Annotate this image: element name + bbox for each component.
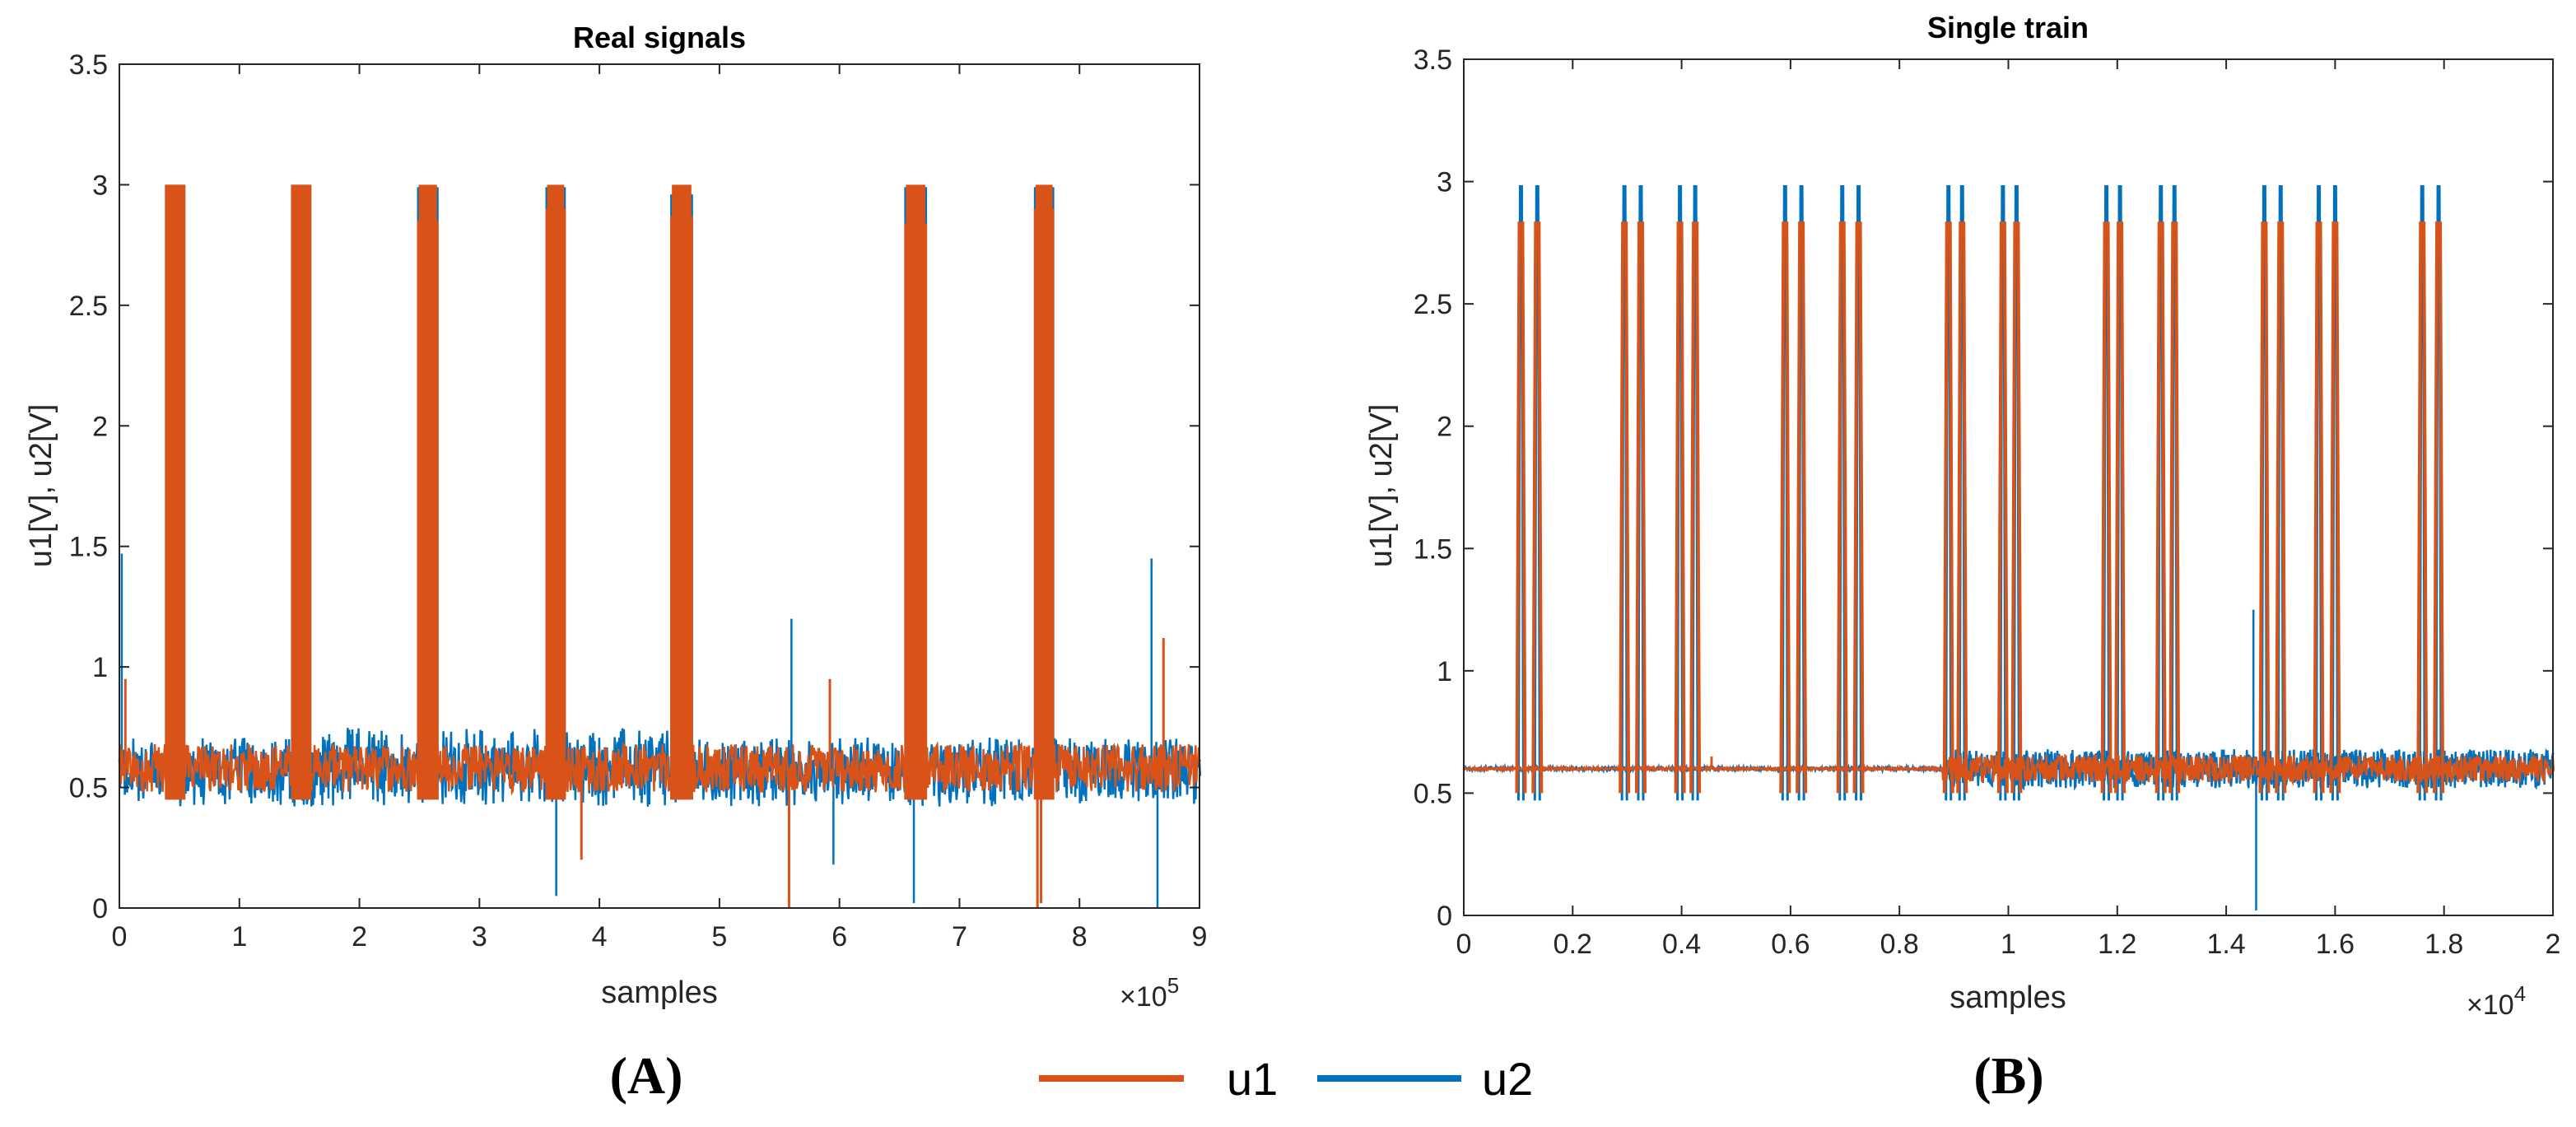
panel-b-x-multiplier: ×104 <box>2467 981 2526 1021</box>
panel-a-y-ticks: 0 0.5 1 1.5 2 2.5 3 3.5 <box>69 49 1199 924</box>
legend-u2-label: u2 <box>1482 1053 1533 1105</box>
x-tick-label: 0.6 <box>1771 929 1810 960</box>
y-tick-label: 2 <box>1437 412 1452 443</box>
panel-b-u1-series <box>1462 221 2555 794</box>
y-tick-label: 0.5 <box>69 773 108 804</box>
x-tick-label: 5 <box>711 921 727 952</box>
panel-a-x-label: samples <box>601 976 718 1010</box>
u1-pulse <box>1796 221 1808 794</box>
u1-pulse <box>2010 221 2023 794</box>
y-tick-label: 2.5 <box>1414 289 1452 320</box>
u1-pulse <box>1634 221 1647 794</box>
x-tick-label: 1.8 <box>2425 929 2463 960</box>
panel-a-u1-series <box>118 184 1202 908</box>
x-tick-label: 0.2 <box>1554 929 1592 960</box>
u1-burst-core <box>547 184 565 800</box>
x-tick-label: 1.2 <box>2098 929 2136 960</box>
y-tick-label: 0 <box>1437 901 1452 932</box>
x-tick-label: 2 <box>2546 929 2561 960</box>
u1-pulse <box>2154 221 2167 794</box>
x-tick-label: 6 <box>831 921 847 952</box>
y-tick-label: 1.5 <box>1414 533 1452 565</box>
u1-pulse <box>1515 221 1527 794</box>
u1-pulse <box>1852 221 1865 794</box>
y-tick-label: 1.5 <box>69 532 108 563</box>
u1-pulse <box>2258 221 2271 794</box>
u1-pulse <box>2329 221 2341 794</box>
u1-pulse <box>1619 221 1631 794</box>
u1-burst-core <box>906 184 926 800</box>
u1-burst-core <box>292 184 310 800</box>
u1-pulse <box>2100 221 2113 794</box>
x-tick-label: 7 <box>952 921 967 952</box>
y-tick-label: 3.5 <box>1414 44 1452 76</box>
y-tick-label: 1 <box>92 652 108 683</box>
x-tick-label: 1 <box>2001 929 2016 960</box>
panel-a-axes-box <box>119 63 1200 909</box>
panel-b-x-label: samples <box>1949 980 2066 1015</box>
y-tick-label: 3 <box>92 170 108 201</box>
u1-pulse <box>1689 221 1702 794</box>
u1-pulse <box>1942 221 1954 794</box>
y-tick-label: 1 <box>1437 656 1452 687</box>
y-tick-label: 2 <box>92 411 108 442</box>
u1-burst-core <box>672 184 692 800</box>
panel-a-label: (A) <box>610 1046 683 1105</box>
y-tick-label: 2.5 <box>69 291 108 322</box>
u1-pulse <box>2433 221 2445 794</box>
u1-pulse <box>2114 221 2126 794</box>
x-tick-label: 3 <box>472 921 487 952</box>
u1-pulse <box>2416 221 2429 794</box>
u1-pulse <box>1836 221 1848 794</box>
y-tick-label: 3.5 <box>69 49 108 81</box>
x-tick-label: 2 <box>352 921 367 952</box>
panel-b-label: (B) <box>1973 1046 2043 1105</box>
u1-burst-core <box>1035 184 1053 800</box>
panel-a-x-ticks: 0 1 2 3 4 5 6 7 8 9 <box>112 64 1208 952</box>
u1-pulse <box>1779 221 1791 794</box>
u1-pulse <box>1531 221 1544 794</box>
x-tick-label: 8 <box>1072 921 1088 952</box>
x-tick-label: 1.4 <box>2206 929 2245 960</box>
panel-a-x-multiplier: ×105 <box>1120 973 1179 1013</box>
panel-b-y-label: u1[V], u2[V] <box>1364 404 1399 568</box>
u1-burst-core <box>166 184 184 800</box>
panel-a: 0 1 2 3 4 5 6 7 8 9 0 0.5 1 1.5 2 2.5 3 3.5 Real signals… <box>24 21 1207 1105</box>
y-tick-label: 0.5 <box>1414 778 1452 809</box>
legend: u1 u2 <box>1039 1053 1533 1105</box>
u1-pulse <box>2313 221 2325 794</box>
y-tick-label: 3 <box>1437 167 1452 198</box>
panel-a-title: Real signals <box>573 21 746 54</box>
u1-pulse <box>2275 221 2287 794</box>
x-tick-label: 0 <box>112 921 128 952</box>
y-tick-label: 0 <box>92 893 108 924</box>
panel-b-y-ticks: 0 0.5 1 1.5 2 2.5 3 3.5 <box>1414 44 2553 932</box>
panel-a-y-label: u1[V], u2[V] <box>24 404 58 568</box>
panel-b-title: Single train <box>1927 11 2089 44</box>
x-tick-label: 0.4 <box>1662 929 1701 960</box>
x-tick-label: 1 <box>231 921 247 952</box>
x-tick-label: 4 <box>592 921 608 952</box>
x-tick-label: 0.8 <box>1880 929 1919 960</box>
x-tick-label: 1.6 <box>2316 929 2355 960</box>
panel-b: 0 0.2 0.4 0.6 0.8 1 1.2 1.4 1.6 1.8 2 0 0.5 1 1.5 2 2.5… <box>1364 11 2560 1105</box>
legend-u1-label: u1 <box>1227 1053 1278 1105</box>
u1-pulse <box>1674 221 1686 794</box>
x-tick-label: 9 <box>1192 921 1208 952</box>
u1-pulse <box>2168 221 2181 794</box>
panel-b-x-ticks: 0 0.2 0.4 0.6 0.8 1 1.2 1.4 1.6 1.8 2 <box>1456 59 2561 960</box>
u1-pulse <box>1996 221 2009 794</box>
u1-burst-core <box>418 184 437 800</box>
u1-pulse <box>1956 221 1968 794</box>
x-tick-label: 0 <box>1456 929 1472 960</box>
